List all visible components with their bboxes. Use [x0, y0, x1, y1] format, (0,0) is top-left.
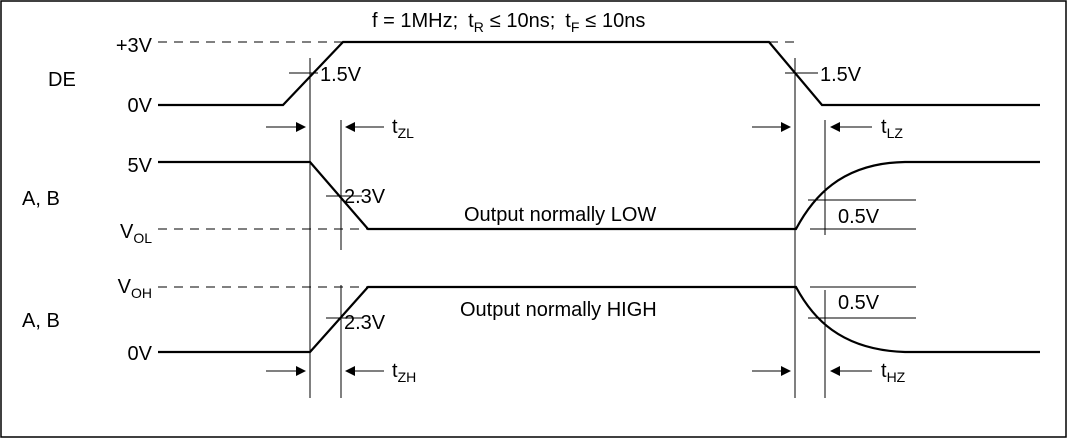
ab-low-vol-label: VOL: [120, 221, 152, 246]
ab-low-high-level-label: 5V: [128, 155, 153, 177]
thz-main: t: [881, 360, 887, 382]
de-signal-label: DE: [48, 69, 76, 91]
voh-main: V: [118, 276, 132, 298]
ab-low-waveform: [158, 160, 1040, 231]
tlz-main: t: [881, 116, 887, 138]
ab-high-caption: Output normally HIGH: [460, 299, 657, 321]
vol-main: V: [120, 221, 134, 243]
ab-high-signal-label: A, B: [22, 310, 60, 332]
header-tf-sub: F: [571, 19, 580, 35]
ab-low-caption: Output normally LOW: [464, 204, 656, 226]
tlz-label: tLZ: [881, 116, 903, 141]
header-tr-main: t: [468, 10, 474, 32]
de-rise-threshold-label: 1.5V: [320, 64, 362, 86]
vol-sub: OL: [133, 230, 152, 246]
ab-high-low-level-label: 0V: [128, 343, 153, 365]
header-tr-sub: R: [474, 19, 484, 35]
tzh-main: t: [392, 360, 398, 382]
de-high-level-label: +3V: [116, 35, 153, 57]
header-conditions: f = 1MHz; tR ≤ 10ns; tF ≤ 10ns: [372, 10, 645, 35]
tzh-label: tZH: [392, 360, 416, 385]
voh-sub: OH: [131, 285, 152, 301]
tzl-sub: ZL: [398, 125, 415, 141]
ab-high-voh-label: VOH: [118, 276, 152, 301]
tzh-sub: ZH: [398, 369, 417, 385]
de-low-level-label: 0V: [128, 95, 153, 117]
tzl-main: t: [392, 116, 398, 138]
header-tr-rel: ≤ 10ns;: [490, 10, 555, 32]
ab-low-signal-label: A, B: [22, 188, 60, 210]
ab-high-waveform: [158, 285, 1040, 354]
header-tf-rel: ≤ 10ns: [585, 10, 645, 32]
ab-low-threshold-label: 2.3V: [344, 186, 386, 208]
de-fall-threshold-label: 1.5V: [820, 64, 862, 86]
header-tf-main: t: [565, 10, 571, 32]
tzl-label: tZL: [392, 116, 414, 141]
de-waveform: [158, 40, 1040, 107]
tlz-sub: LZ: [887, 125, 904, 141]
ab-low-release-delta-label: 0.5V: [838, 206, 880, 228]
ab-high-threshold-label: 2.3V: [344, 312, 386, 334]
ab-high-release-delta-label: 0.5V: [838, 292, 880, 314]
thz-sub: HZ: [887, 369, 906, 385]
header-freq: f = 1MHz;: [372, 10, 458, 32]
thz-label: tHZ: [881, 360, 906, 385]
